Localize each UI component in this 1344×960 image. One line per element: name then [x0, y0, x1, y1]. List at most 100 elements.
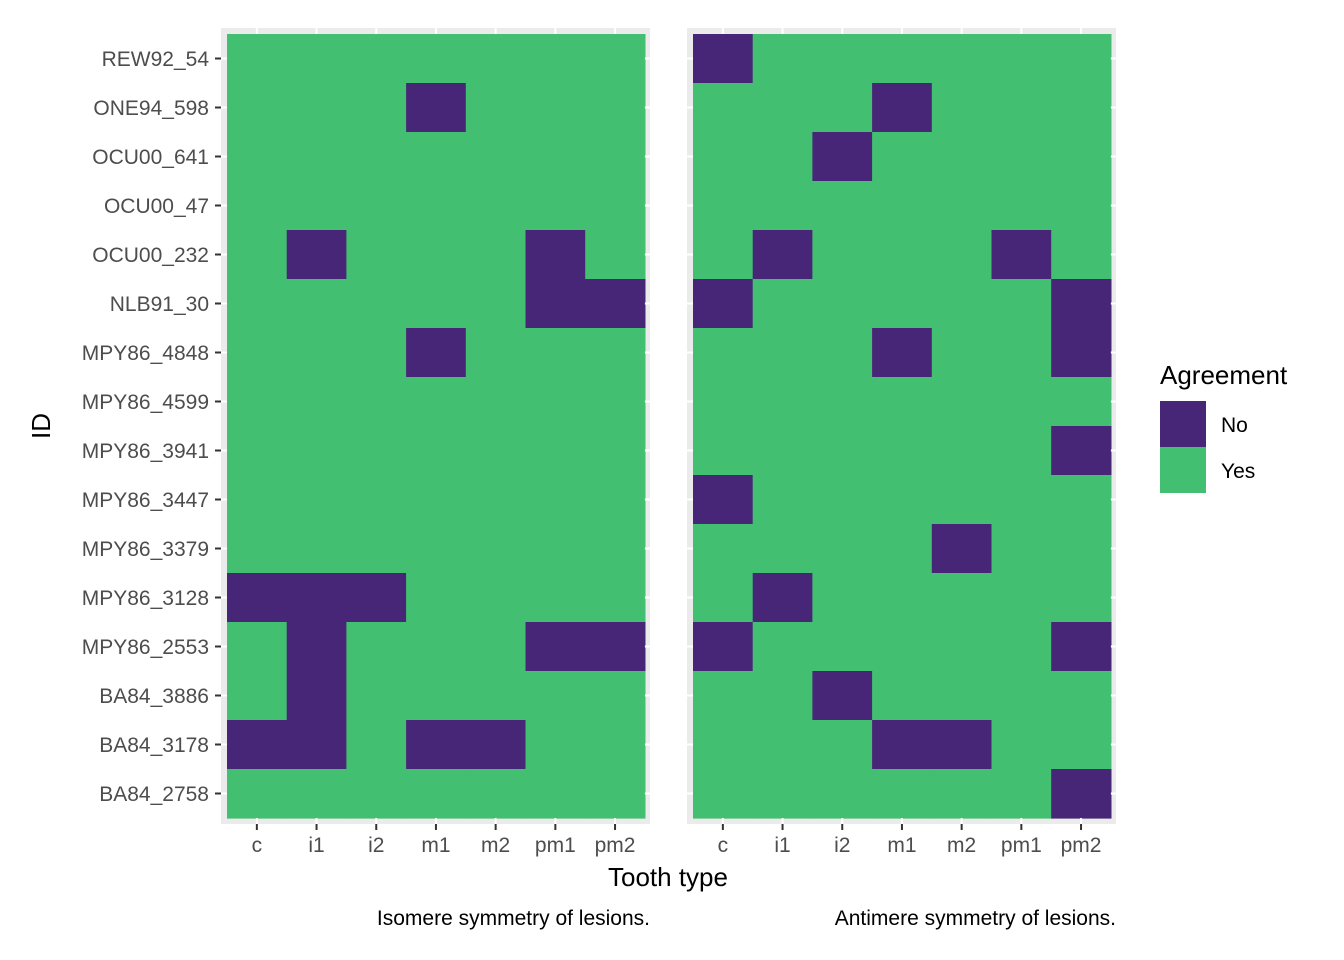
heatmap-cell-BA84_3178-pm1	[991, 720, 1052, 770]
x-tick-label-m1: m1	[887, 834, 916, 857]
heatmap-cell-MPY86_3379-pm2	[585, 524, 646, 574]
x-tick-label-m2: m2	[481, 834, 510, 857]
heatmap-cell-OCU00_641-m1	[872, 132, 933, 182]
x-tick-label-pm2: pm2	[1061, 834, 1102, 857]
heatmap-cell-NLB91_30-pm1	[525, 279, 586, 329]
heatmap-cell-MPY86_4848-c	[227, 328, 288, 378]
heatmap-cell-BA84_2758-i2	[346, 769, 407, 819]
heatmap-cell-MPY86_3447-m1	[406, 475, 467, 525]
heatmap-cell-REW92_54-pm1	[991, 34, 1052, 84]
heatmap-cell-MPY86_3941-i2	[346, 426, 407, 476]
heatmap-cell-REW92_54-c	[227, 34, 288, 84]
heatmap-cell-OCU00_641-pm1	[991, 132, 1052, 182]
y-tick-label-BA84_3886: BA84_3886	[99, 685, 209, 708]
heatmap-cell-MPY86_4599-i1	[286, 377, 347, 427]
heatmap-cell-MPY86_2553-i2	[346, 622, 407, 672]
heatmap-cell-MPY86_3447-m1	[872, 475, 933, 525]
heatmap-cell-MPY86_4848-m1	[872, 328, 933, 378]
y-axis-title: ID	[26, 413, 56, 439]
heatmap-cell-NLB91_30-m1	[406, 279, 467, 329]
heatmap-cell-MPY86_3128-m1	[872, 573, 933, 623]
heatmap-cell-NLB91_30-m2	[931, 279, 993, 329]
x-tick-label-i2: i2	[368, 834, 384, 857]
heatmap-cell-MPY86_3941-i2	[812, 426, 873, 476]
heatmap-cell-REW92_54-pm1	[525, 34, 586, 84]
heatmap-cell-MPY86_3447-i1	[286, 475, 347, 525]
heatmap-cell-BA84_2758-m2	[465, 769, 527, 819]
heatmap-cell-BA84_3886-i1	[286, 671, 347, 721]
heatmap-cell-MPY86_4848-m2	[931, 328, 993, 378]
heatmap-cell-BA84_3886-pm2	[1051, 671, 1112, 721]
heatmap-cell-OCU00_641-m1	[406, 132, 467, 182]
heatmap-cell-BA84_2758-m2	[931, 769, 993, 819]
heatmap-cell-BA84_3178-i1	[752, 720, 813, 770]
heatmap-cell-BA84_2758-pm2	[1051, 769, 1112, 819]
heatmap-cell-OCU00_47-c	[693, 181, 754, 231]
heatmap-cell-BA84_3178-m1	[872, 720, 933, 770]
legend-label-yes: Yes	[1221, 460, 1255, 483]
heatmap-cell-OCU00_232-m2	[465, 230, 527, 280]
heatmap-cell-BA84_3886-m1	[872, 671, 933, 721]
heatmap-cell-MPY86_4599-m1	[406, 377, 467, 427]
heatmap-cell-MPY86_3379-pm1	[525, 524, 586, 574]
heatmap-cell-OCU00_641-i1	[752, 132, 813, 182]
y-tick-label-REW92_54: REW92_54	[102, 48, 210, 71]
heatmap-cell-MPY86_2553-pm1	[991, 622, 1052, 672]
heatmap-cell-MPY86_3128-pm1	[525, 573, 586, 623]
heatmap-cell-BA84_2758-pm1	[991, 769, 1052, 819]
heatmap-cell-BA84_3178-m1	[406, 720, 467, 770]
heatmap-cell-MPY86_4848-i2	[346, 328, 407, 378]
heatmap-cell-OCU00_232-i2	[812, 230, 873, 280]
heatmap-cell-REW92_54-pm2	[585, 34, 646, 84]
heatmap-cell-MPY86_3447-pm2	[585, 475, 646, 525]
heatmap-cell-MPY86_2553-c	[693, 622, 754, 672]
heatmap-cell-MPY86_2553-i1	[752, 622, 813, 672]
legend-label-no: No	[1221, 414, 1248, 437]
heatmap-cell-MPY86_4599-c	[693, 377, 754, 427]
heatmap-cell-MPY86_2553-pm2	[1051, 622, 1112, 672]
heatmap-cell-MPY86_3379-c	[227, 524, 288, 574]
heatmap-cell-OCU00_47-c	[227, 181, 288, 231]
y-tick-label-OCU00_232: OCU00_232	[92, 244, 209, 267]
x-tick-label-m2: m2	[947, 834, 976, 857]
heatmap-cell-MPY86_3379-m2	[465, 524, 527, 574]
heatmap-cell-OCU00_47-pm2	[1051, 181, 1112, 231]
y-tick-label-ONE94_598: ONE94_598	[93, 97, 209, 120]
heatmap-cell-BA84_3886-i2	[812, 671, 873, 721]
heatmap-cell-MPY86_3941-i1	[286, 426, 347, 476]
heatmap-cell-MPY86_3379-c	[693, 524, 754, 574]
heatmap-cell-BA84_3886-i1	[752, 671, 813, 721]
heatmap-cell-MPY86_4599-i2	[346, 377, 407, 427]
heatmap-cell-OCU00_641-c	[227, 132, 288, 182]
y-tick-label-MPY86_4848: MPY86_4848	[82, 342, 209, 365]
heatmap-cell-MPY86_3379-i2	[812, 524, 873, 574]
heatmap-cell-OCU00_47-m1	[406, 181, 467, 231]
heatmap-cell-MPY86_3941-m1	[872, 426, 933, 476]
heatmap-cell-MPY86_4848-pm1	[525, 328, 586, 378]
heatmap-cell-ONE94_598-pm2	[1051, 83, 1112, 133]
legend-title: Agreement	[1160, 360, 1288, 390]
heatmap-cell-OCU00_641-i2	[346, 132, 407, 182]
panel-caption-1: Isomere symmetry of lesions.	[377, 907, 650, 930]
heatmap-cell-BA84_2758-i1	[286, 769, 347, 819]
heatmap-cell-MPY86_3941-pm1	[525, 426, 586, 476]
heatmap-cell-REW92_54-m2	[931, 34, 993, 84]
heatmap-cell-MPY86_3128-m2	[931, 573, 993, 623]
heatmap-cell-OCU00_47-pm1	[525, 181, 586, 231]
heatmap-cell-MPY86_3128-pm2	[585, 573, 646, 623]
heatmap-cell-NLB91_30-i1	[286, 279, 347, 329]
y-tick-label-MPY86_3128: MPY86_3128	[82, 587, 209, 610]
heatmap-cell-NLB91_30-m2	[465, 279, 527, 329]
heatmap-cell-MPY86_3941-c	[227, 426, 288, 476]
heatmap-cell-MPY86_3128-i1	[752, 573, 813, 623]
heatmap-cell-ONE94_598-c	[227, 83, 288, 133]
heatmap-cell-BA84_2758-c	[227, 769, 288, 819]
heatmap-cell-OCU00_232-m1	[406, 230, 467, 280]
heatmap-cell-ONE94_598-i2	[346, 83, 407, 133]
heatmap-cell-BA84_3886-m2	[931, 671, 993, 721]
heatmap-cell-MPY86_3379-m1	[872, 524, 933, 574]
y-tick-label-MPY86_2553: MPY86_2553	[82, 636, 209, 659]
heatmap-cell-BA84_3178-i1	[286, 720, 347, 770]
heatmap-cell-BA84_3178-m2	[931, 720, 993, 770]
heatmap-cell-REW92_54-pm2	[1051, 34, 1112, 84]
